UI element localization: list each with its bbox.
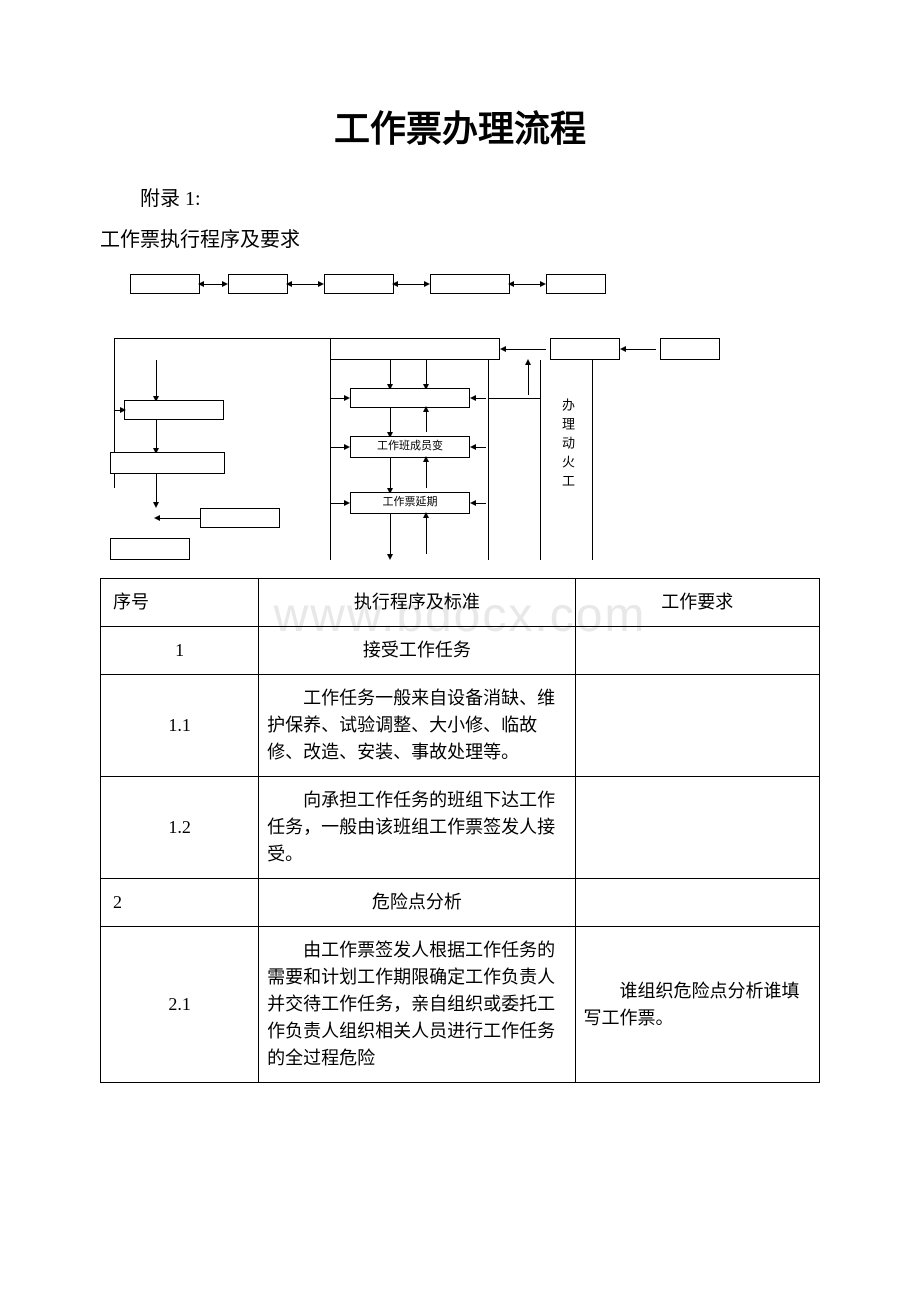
flow-box [130, 274, 200, 294]
header-procedure: 执行程序及标准 [259, 579, 575, 627]
cell-requirement [575, 627, 819, 675]
cell-procedure: 接受工作任务 [259, 627, 575, 675]
flow-box [110, 452, 225, 474]
flow-box [350, 388, 470, 408]
flow-box [324, 274, 394, 294]
table-header-row: 序号 执行程序及标准 工作要求 [101, 579, 820, 627]
flowchart-diagram: 工作班成员变 工作票延期 办理动火工 [100, 268, 820, 568]
flow-box [228, 274, 288, 294]
table-row: 1.1 工作任务一般来自设备消缺、维护保养、试验调整、大小修、临故修、改造、安装… [101, 675, 820, 777]
flow-box [124, 400, 224, 420]
page-title: 工作票办理流程 [100, 100, 820, 152]
cell-requirement [575, 777, 819, 879]
flow-box [430, 274, 510, 294]
vertical-label: 办理动火工 [558, 398, 577, 493]
cell-procedure: 向承担工作任务的班组下达工作任务，一般由该班组工作票签发人接受。 [259, 777, 575, 879]
table-row: 1.2 向承担工作任务的班组下达工作任务，一般由该班组工作票签发人接受。 [101, 777, 820, 879]
flow-box [546, 274, 606, 294]
cell-procedure: 工作任务一般来自设备消缺、维护保养、试验调整、大小修、临故修、改造、安装、事故处… [259, 675, 575, 777]
appendix-label: 附录 1: [100, 182, 820, 211]
subtitle: 工作票执行程序及要求 [100, 223, 820, 252]
table-row: 2.1 由工作票签发人根据工作任务的需要和计划工作期限确定工作负责人并交待工作任… [101, 927, 820, 1083]
table-row: 1 接受工作任务 [101, 627, 820, 675]
cell-seq: 1 [101, 627, 259, 675]
procedure-table: 序号 执行程序及标准 工作要求 1 接受工作任务 1.1 工作任务一般来自设备消… [100, 578, 820, 1083]
cell-requirement [575, 879, 819, 927]
table-row: 2 危险点分析 [101, 879, 820, 927]
header-requirement: 工作要求 [575, 579, 819, 627]
flow-box-ticket-extension: 工作票延期 [350, 492, 470, 514]
header-seq: 序号 [101, 579, 259, 627]
flow-box [330, 338, 500, 360]
cell-seq: 2.1 [101, 927, 259, 1083]
cell-procedure: 危险点分析 [259, 879, 575, 927]
cell-seq: 1.2 [101, 777, 259, 879]
cell-seq: 2 [101, 879, 259, 927]
flow-box [110, 538, 190, 560]
flow-box [200, 508, 280, 528]
document-content: 工作票办理流程 附录 1: 工作票执行程序及要求 [100, 100, 820, 1083]
flow-box [550, 338, 620, 360]
cell-requirement: 谁组织危险点分析谁填写工作票。 [575, 927, 819, 1083]
cell-requirement [575, 675, 819, 777]
cell-procedure: 由工作票签发人根据工作任务的需要和计划工作期限确定工作负责人并交待工作任务，亲自… [259, 927, 575, 1083]
flow-box-member-change: 工作班成员变 [350, 436, 470, 458]
flow-box [660, 338, 720, 360]
cell-seq: 1.1 [101, 675, 259, 777]
